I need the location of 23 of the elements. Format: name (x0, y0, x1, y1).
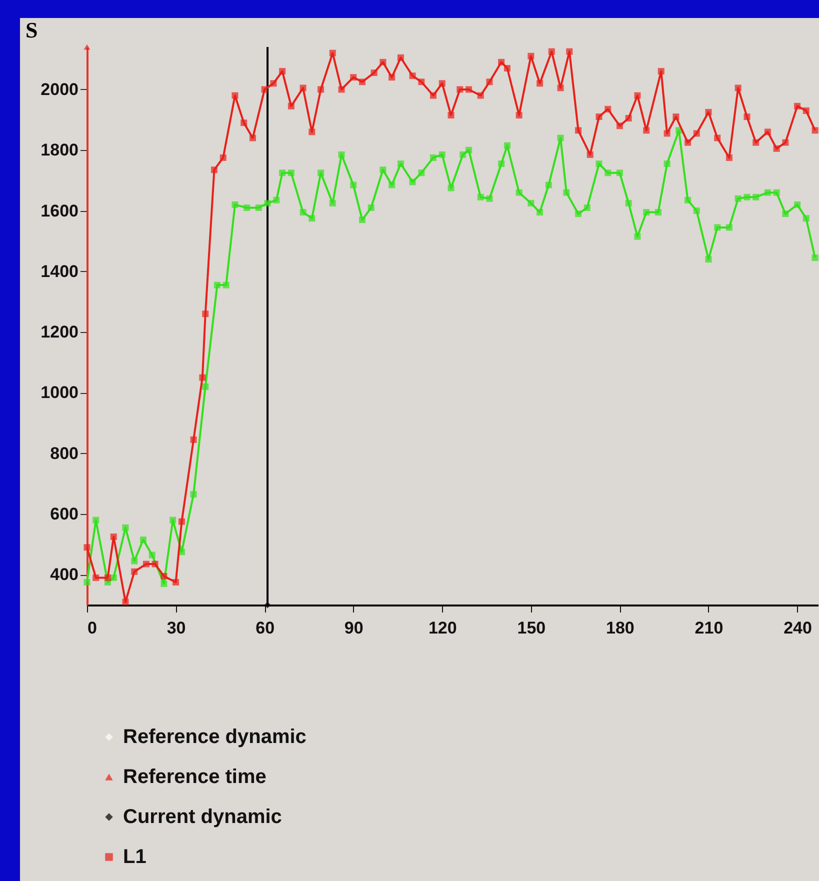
x-tick-label: 30 (166, 618, 186, 638)
x-tick-label: 150 (517, 618, 546, 638)
y-tick-label: 1800 (40, 140, 78, 160)
y-tick-label: 2000 (40, 80, 78, 99)
y-axis-title: S (26, 18, 38, 42)
y-tick-label: 1600 (40, 201, 78, 220)
x-tick-label: 240 (784, 618, 812, 638)
y-tick-label: 800 (50, 444, 78, 463)
x-tick-label: 210 (694, 618, 724, 638)
x-tick-label: 60 (256, 618, 275, 638)
legend-label: L1 (123, 846, 146, 868)
y-tick-label: 600 (50, 504, 78, 524)
legend-label: Reference time (123, 766, 266, 788)
x-tick-label: 120 (428, 618, 457, 638)
x-tick-label: 0 (88, 618, 97, 638)
x-tick-label: 180 (606, 618, 634, 638)
y-tick-label: 1400 (40, 262, 78, 281)
y-tick-label: 400 (50, 565, 78, 584)
y-tick-label: 1000 (40, 383, 78, 402)
x-tick-label: 90 (344, 618, 364, 638)
legend-label: Current dynamic (123, 806, 282, 828)
y-tick-label: 1200 (40, 322, 78, 342)
legend-label: Reference dynamic (123, 726, 306, 748)
